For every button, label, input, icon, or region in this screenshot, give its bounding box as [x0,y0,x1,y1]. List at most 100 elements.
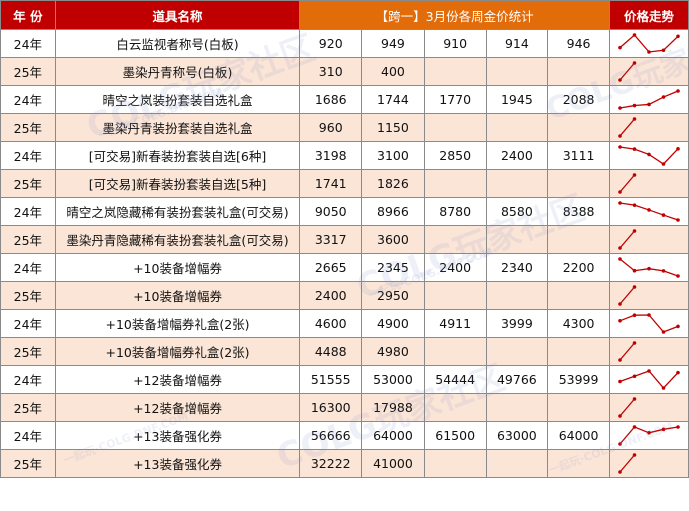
cell-week-price [485,113,549,142]
cell-week-price [485,281,549,310]
sparkline-chart [618,33,680,54]
cell-item-name: 白云监视者称号(白板) [54,29,301,58]
sparkline-line [619,398,635,417]
sparkline-line [619,230,635,249]
cell-week-price [547,337,610,366]
cell-week-price: 64000 [361,421,425,450]
cell-week-price: 49766 [485,365,549,394]
cell-item-name: +13装备强化券 [54,449,301,478]
sparkline-point [632,313,637,318]
cell-week-price [485,57,549,86]
table-row: 25年 墨染丹青称号(白板) 310 400 [0,57,689,86]
sparkline-point [676,274,680,278]
sparkline-point [632,453,637,457]
cell-price-trend [608,141,689,170]
cell-item-name: +12装备增幅券 [54,365,301,394]
table-row: 24年 +10装备增幅券礼盒(2张) 4600 4900 4911 3999 4300 [0,309,689,338]
table-row: 25年 墨染丹青隐藏稀有装扮套装礼盒(可交易) 3317 3600 [0,225,689,254]
cell-week-price [485,169,549,198]
sparkline-point [618,358,622,362]
cell-week-price: 4900 [361,309,425,338]
cell-week-price [423,449,487,478]
sparkline-point [618,45,622,50]
cell-week-price: 8780 [423,197,487,226]
sparkline-point [632,173,637,177]
cell-year: 24年 [0,197,56,226]
cell-year: 24年 [0,29,56,58]
cell-week-price: 2400 [423,253,487,282]
sparkline-point [632,61,637,65]
cell-week-price: 2088 [547,85,610,114]
cell-week-price: 910 [423,29,487,58]
sparkline-point [632,374,637,379]
cell-week-price: 4300 [547,309,610,338]
cell-price-trend [608,253,689,282]
cell-week-price: 1150 [361,113,425,142]
cell-week-price: 960 [299,113,363,142]
sparkline-chart [618,341,637,362]
cell-week-price: 1686 [299,85,363,114]
cell-week-price: 3111 [547,141,610,170]
sparkline-line [619,370,679,389]
table-row: 25年 +12装备增幅券 16300 17988 [0,393,689,422]
header-trend: 价格走势 [608,0,689,30]
cell-week-price: 2200 [547,253,610,282]
cell-week-price: 4980 [361,337,425,366]
cell-item-name: 墨染丹青隐藏稀有装扮套装礼盒(可交易) [54,225,301,254]
cell-week-price [485,449,549,478]
table-row: 25年 [可交易]新春装扮套装自选[5种] 1741 1826 [0,169,689,198]
sparkline-point [618,302,622,306]
table-row: 25年 墨染丹青装扮套装自选礼盒 960 1150 [0,113,689,142]
cell-week-price: 61500 [423,421,487,450]
sparkline-point [632,397,637,401]
sparkline-point [632,229,637,233]
cell-price-trend [608,85,689,114]
cell-week-price: 56666 [299,421,363,450]
cell-week-price: 1744 [361,85,425,114]
sparkline-point [661,330,666,334]
cell-week-price: 946 [547,29,610,58]
cell-year: 24年 [0,85,56,114]
cell-week-price: 53000 [361,365,425,394]
sparkline-point [632,147,637,151]
cell-item-name: +10装备增幅券礼盒(2张) [54,337,301,366]
cell-price-trend [608,169,689,198]
sparkline-chart [618,369,680,390]
cell-year: 25年 [0,281,56,310]
cell-week-price: 51555 [299,365,363,394]
table-row: 24年 [可交易]新春装扮套装自选[6种] 3198 3100 2850 2400 3111 [0,141,689,170]
cell-week-price [485,393,549,422]
table-row: 24年 白云监视者称号(白板) 920 949 910 914 946 [0,29,689,58]
sparkline-point [661,48,666,53]
cell-week-price: 914 [485,29,549,58]
cell-price-trend [608,225,689,254]
price-table: 年 份 道具名称 【跨一】3月份各周金价统计 价格走势 24年 白云监视者称号(白… [0,0,689,478]
header-price-stats: 【跨一】3月份各周金价统计 [299,0,610,30]
table-row: 25年 +13装备强化券 32222 41000 [0,449,689,478]
cell-price-trend [608,309,689,338]
cell-week-price: 400 [361,57,425,86]
cell-year: 24年 [0,421,56,450]
sparkline-point [676,370,680,375]
sparkline-chart [618,313,680,334]
cell-week-price: 3100 [361,141,425,170]
cell-year: 24年 [0,309,56,338]
sparkline-point [632,103,637,108]
table-row: 24年 +10装备增幅券 2665 2345 2400 2340 2200 [0,253,689,282]
cell-item-name: [可交易]新春装扮套装自选[5种] [54,169,301,198]
cell-week-price: 63000 [485,421,549,450]
cell-week-price [547,393,610,422]
cell-year: 25年 [0,57,56,86]
table-row: 24年 +13装备强化券 56666 64000 61500 63000 64000 [0,421,689,450]
cell-week-price: 2345 [361,253,425,282]
sparkline-point [647,208,651,212]
sparkline-point [632,33,637,37]
cell-week-price: 53999 [547,365,610,394]
cell-week-price: 3198 [299,141,363,170]
sparkline-chart [618,425,680,446]
sparkline-point [661,427,666,432]
sparkline-point [676,34,680,39]
sparkline-line [619,314,679,333]
sparkline-chart [618,173,637,194]
sparkline-point [661,95,666,99]
